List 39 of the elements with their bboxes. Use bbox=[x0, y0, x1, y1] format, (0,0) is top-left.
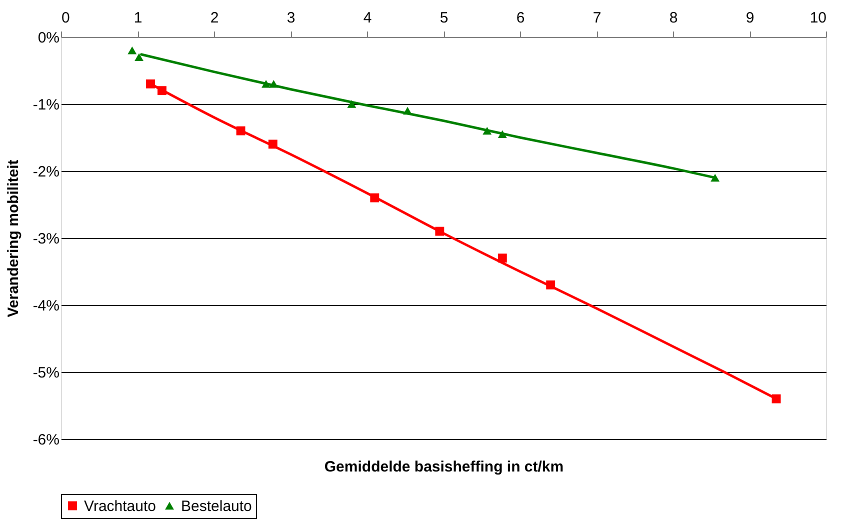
y-tick-label: -5% bbox=[32, 364, 60, 382]
point bbox=[498, 254, 507, 263]
point bbox=[347, 100, 356, 108]
point bbox=[146, 79, 155, 88]
y-tick-label: 0% bbox=[38, 30, 60, 46]
point bbox=[498, 130, 507, 138]
x-tick-label: 8 bbox=[669, 10, 678, 26]
x-axis-title: Gemiddelde basisheffing in ct/km bbox=[324, 458, 564, 476]
point bbox=[128, 46, 137, 54]
x-tick-label: 4 bbox=[363, 10, 372, 26]
x-tick-label: 5 bbox=[440, 10, 448, 26]
x-tick-label: 0 bbox=[62, 10, 70, 26]
y-tick-label: -1% bbox=[32, 96, 60, 114]
y-tick-label: -6% bbox=[32, 432, 60, 448]
point bbox=[482, 126, 492, 135]
x-tick-label: 10 bbox=[810, 10, 826, 26]
x-tick-label: 3 bbox=[286, 10, 296, 26]
x-tick-label: 9 bbox=[746, 10, 754, 26]
legend-label: Bestelauto bbox=[181, 498, 252, 515]
point bbox=[134, 53, 144, 61]
point bbox=[158, 86, 166, 96]
point bbox=[435, 226, 444, 236]
point bbox=[269, 80, 278, 88]
point bbox=[262, 80, 270, 88]
point bbox=[236, 126, 246, 136]
x-tick-label: 6 bbox=[516, 10, 525, 26]
point bbox=[710, 174, 720, 182]
y-tick-label: -3% bbox=[32, 230, 60, 248]
y-tick-label: -4% bbox=[32, 298, 60, 314]
point bbox=[546, 280, 556, 290]
y-axis-title: Verandering mobiliteit bbox=[4, 160, 22, 318]
y-tick-label: -2% bbox=[32, 164, 60, 180]
point bbox=[268, 140, 278, 149]
x-tick-label: 2 bbox=[210, 10, 219, 26]
x-tick-label: 7 bbox=[592, 10, 602, 26]
point bbox=[772, 394, 781, 404]
legend-label: Vrachtauto bbox=[84, 498, 156, 515]
point bbox=[370, 193, 380, 202]
x-tick-label: 1 bbox=[134, 10, 142, 26]
